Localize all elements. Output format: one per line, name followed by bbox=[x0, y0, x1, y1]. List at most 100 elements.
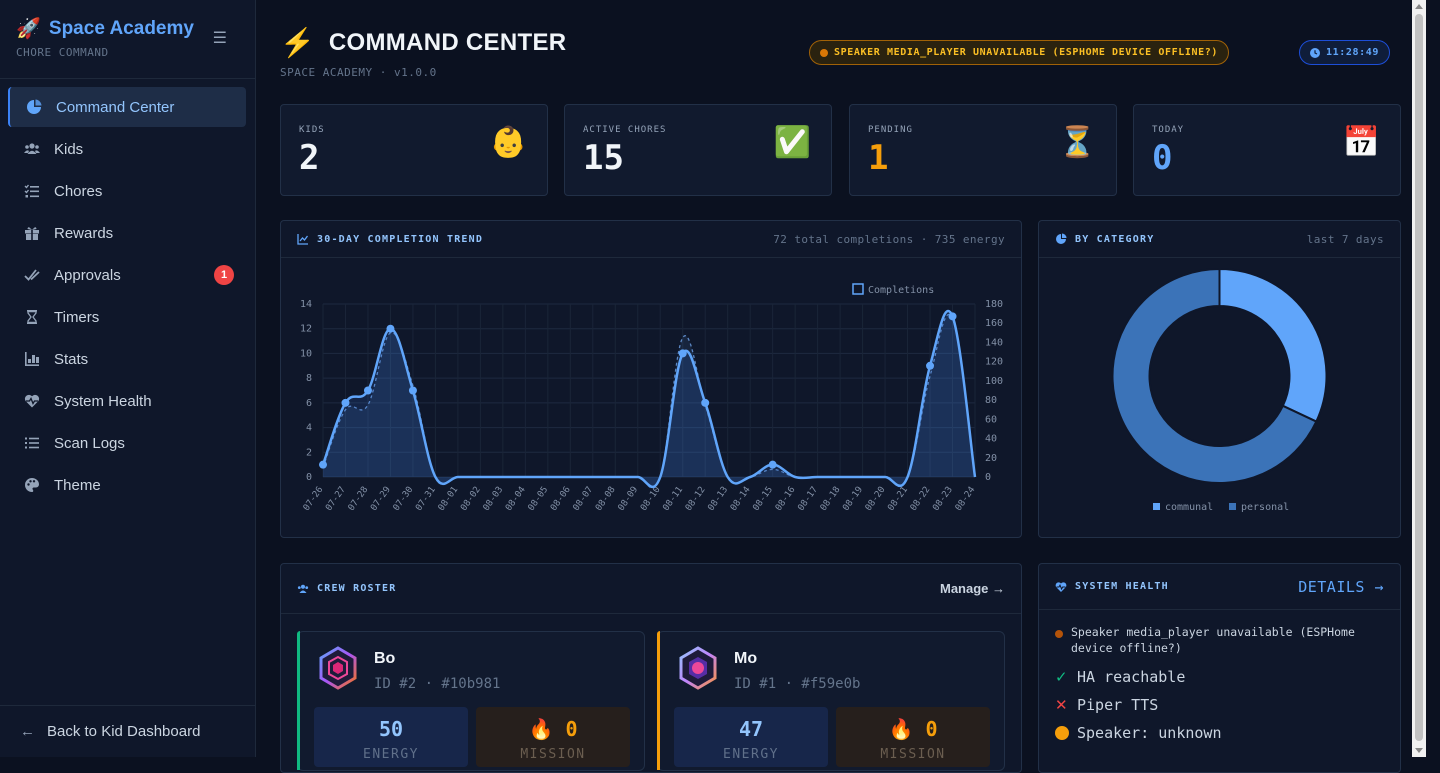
kid-accent-bar bbox=[297, 631, 300, 770]
health-item-speaker-warning: Speaker media_player unavailable (ESPHom… bbox=[1039, 624, 1400, 656]
sidebar-item-label: Rewards bbox=[54, 224, 114, 242]
kid-card-bo[interactable]: Bo ID #2 · #10b981 50 ENERGY 🔥 0 MISSION bbox=[297, 631, 645, 771]
manage-crew-link[interactable]: Manage → bbox=[939, 581, 1005, 596]
sidebar-item-system-health[interactable]: System Health bbox=[8, 381, 246, 421]
scrollbar[interactable] bbox=[1412, 0, 1426, 757]
x-tick-label: 08-03 bbox=[482, 485, 506, 513]
brand-subtitle: CHORE COMMAND bbox=[16, 46, 109, 59]
sidebar-item-rewards[interactable]: Rewards bbox=[8, 213, 246, 253]
health-item-text: HA reachable bbox=[1077, 668, 1186, 686]
x-tick-label: 08-05 bbox=[527, 485, 551, 513]
scrollbar-thumb[interactable] bbox=[1415, 14, 1423, 741]
stat-value: 1 bbox=[868, 138, 889, 178]
kid-card-mo[interactable]: Mo ID #1 · #f59e0b 47 ENERGY 🔥 0 MISSION bbox=[657, 631, 1005, 771]
scroll-down-icon[interactable] bbox=[1415, 748, 1423, 753]
health-details-link[interactable]: DETAILS → bbox=[1298, 577, 1384, 596]
heart-pulse-icon bbox=[24, 394, 40, 408]
y-left-tick-label: 12 bbox=[300, 324, 312, 335]
mission-label: MISSION bbox=[520, 747, 586, 762]
y-right-tick-label: 140 bbox=[985, 337, 1003, 348]
x-tick-label: 08-19 bbox=[841, 485, 865, 513]
y-left-tick-label: 14 bbox=[300, 299, 312, 310]
sidebar-item-stats[interactable]: Stats bbox=[8, 339, 246, 379]
baby-icon: 👶 bbox=[489, 126, 527, 159]
sidebar-item-approvals[interactable]: Approvals 1 bbox=[8, 255, 246, 295]
data-point bbox=[768, 460, 777, 469]
palette-icon bbox=[25, 478, 39, 492]
sidebar-item-kids[interactable]: Kids bbox=[8, 129, 246, 169]
double-check-icon bbox=[24, 269, 40, 281]
calendar-icon: 📅 bbox=[1342, 126, 1380, 159]
speaker-alert-pill[interactable]: SPEAKER MEDIA_PLAYER UNAVAILABLE (ESPHOM… bbox=[809, 40, 1229, 65]
mission-label: MISSION bbox=[880, 747, 946, 762]
dashboard-icon bbox=[27, 99, 42, 114]
y-right-tick-label: 80 bbox=[985, 395, 997, 406]
warning-dot-icon bbox=[1055, 630, 1063, 638]
y-left-tick-label: 0 bbox=[306, 472, 312, 483]
y-left-tick-label: 8 bbox=[306, 373, 312, 384]
heart-pulse-icon bbox=[1055, 581, 1067, 592]
x-tick-label: 07-26 bbox=[302, 485, 326, 513]
x-tick-label: 08-07 bbox=[572, 485, 596, 513]
energy-value: 50 bbox=[378, 717, 404, 741]
legend-swatch bbox=[1153, 503, 1160, 510]
system-health-panel: SYSTEM HEALTH DETAILS → Speaker media_pl… bbox=[1038, 563, 1401, 773]
x-tick-label: 07-28 bbox=[347, 485, 371, 513]
cross-icon: ✕ bbox=[1055, 697, 1068, 714]
x-tick-label: 08-04 bbox=[504, 485, 528, 513]
kid-energy-stat: 47 ENERGY bbox=[674, 707, 828, 767]
back-link-label: Back to Kid Dashboard bbox=[47, 723, 201, 740]
data-point bbox=[341, 398, 350, 407]
health-item-text: Piper TTS bbox=[1077, 696, 1159, 714]
sidebar-item-theme[interactable]: Theme bbox=[8, 465, 246, 505]
stat-card-pending: PENDING 1 ⏳ bbox=[849, 104, 1117, 196]
health-item-piper: ✕ Piper TTS bbox=[1039, 696, 1400, 714]
category-panel: BY CATEGORY last 7 days communal personal bbox=[1038, 220, 1401, 538]
hamburger-icon[interactable]: ☰ bbox=[212, 30, 227, 47]
sidebar: 🚀 Space Academy CHORE COMMAND ☰ Command … bbox=[0, 0, 256, 757]
energy-value: 47 bbox=[738, 717, 764, 741]
sidebar-item-scan-logs[interactable]: Scan Logs bbox=[8, 423, 246, 463]
hexagon-avatar-icon bbox=[679, 646, 717, 690]
brand: 🚀 Space Academy CHORE COMMAND ☰ bbox=[0, 0, 255, 79]
y-right-tick-label: 40 bbox=[985, 434, 997, 445]
sidebar-item-label: Chores bbox=[54, 182, 103, 200]
rocket-icon: 🚀 bbox=[16, 18, 41, 40]
x-tick-label: 08-23 bbox=[931, 485, 955, 513]
pie-chart-icon bbox=[1056, 233, 1067, 244]
y-right-tick-label: 20 bbox=[985, 453, 997, 464]
x-tick-label: 08-20 bbox=[864, 485, 888, 513]
stat-label: ACTIVE CHORES bbox=[583, 125, 667, 135]
brand-title: Space Academy bbox=[48, 18, 194, 39]
sidebar-item-chores[interactable]: Chores bbox=[8, 171, 246, 211]
data-point bbox=[948, 312, 957, 321]
y-left-tick-label: 2 bbox=[306, 447, 312, 458]
back-to-kid-dashboard-link[interactable]: ← Back to Kid Dashboard bbox=[0, 705, 255, 757]
x-tick-label: 08-17 bbox=[796, 485, 820, 513]
panel-title: CREW ROSTER bbox=[317, 583, 397, 594]
panel-meta: 72 total completions · 735 energy bbox=[773, 232, 1005, 246]
scroll-up-icon[interactable] bbox=[1415, 4, 1423, 9]
checklist-icon bbox=[24, 184, 39, 198]
x-tick-label: 08-16 bbox=[774, 485, 798, 513]
y-right-tick-label: 100 bbox=[985, 376, 1003, 387]
kid-mission-stat: 🔥 0 MISSION bbox=[836, 707, 990, 767]
donut-slice-communal bbox=[1218, 267, 1328, 423]
sidebar-item-command-center[interactable]: Command Center bbox=[8, 87, 246, 127]
lightning-icon: ⚡ bbox=[280, 27, 315, 58]
x-tick-label: 07-27 bbox=[324, 485, 348, 513]
check-icon: ✓ bbox=[1055, 669, 1068, 686]
donut-slice-personal bbox=[1111, 267, 1318, 484]
sidebar-item-timers[interactable]: Timers bbox=[8, 297, 246, 337]
clock-pill: 11:28:49 bbox=[1299, 40, 1390, 65]
x-tick-label: 08-09 bbox=[616, 485, 640, 513]
y-right-tick-label: 160 bbox=[985, 318, 1003, 329]
x-tick-label: 08-21 bbox=[886, 485, 910, 513]
mission-value: 🔥 0 bbox=[476, 717, 630, 741]
sidebar-item-label: System Health bbox=[54, 392, 152, 410]
panel-header: 30-DAY COMPLETION TREND 72 total complet… bbox=[281, 221, 1021, 258]
sidebar-item-label: Approvals bbox=[54, 266, 121, 284]
health-item-speaker: Speaker: unknown bbox=[1039, 724, 1400, 742]
health-list: Speaker media_player unavailable (ESPHom… bbox=[1039, 610, 1400, 742]
data-point bbox=[701, 398, 710, 407]
